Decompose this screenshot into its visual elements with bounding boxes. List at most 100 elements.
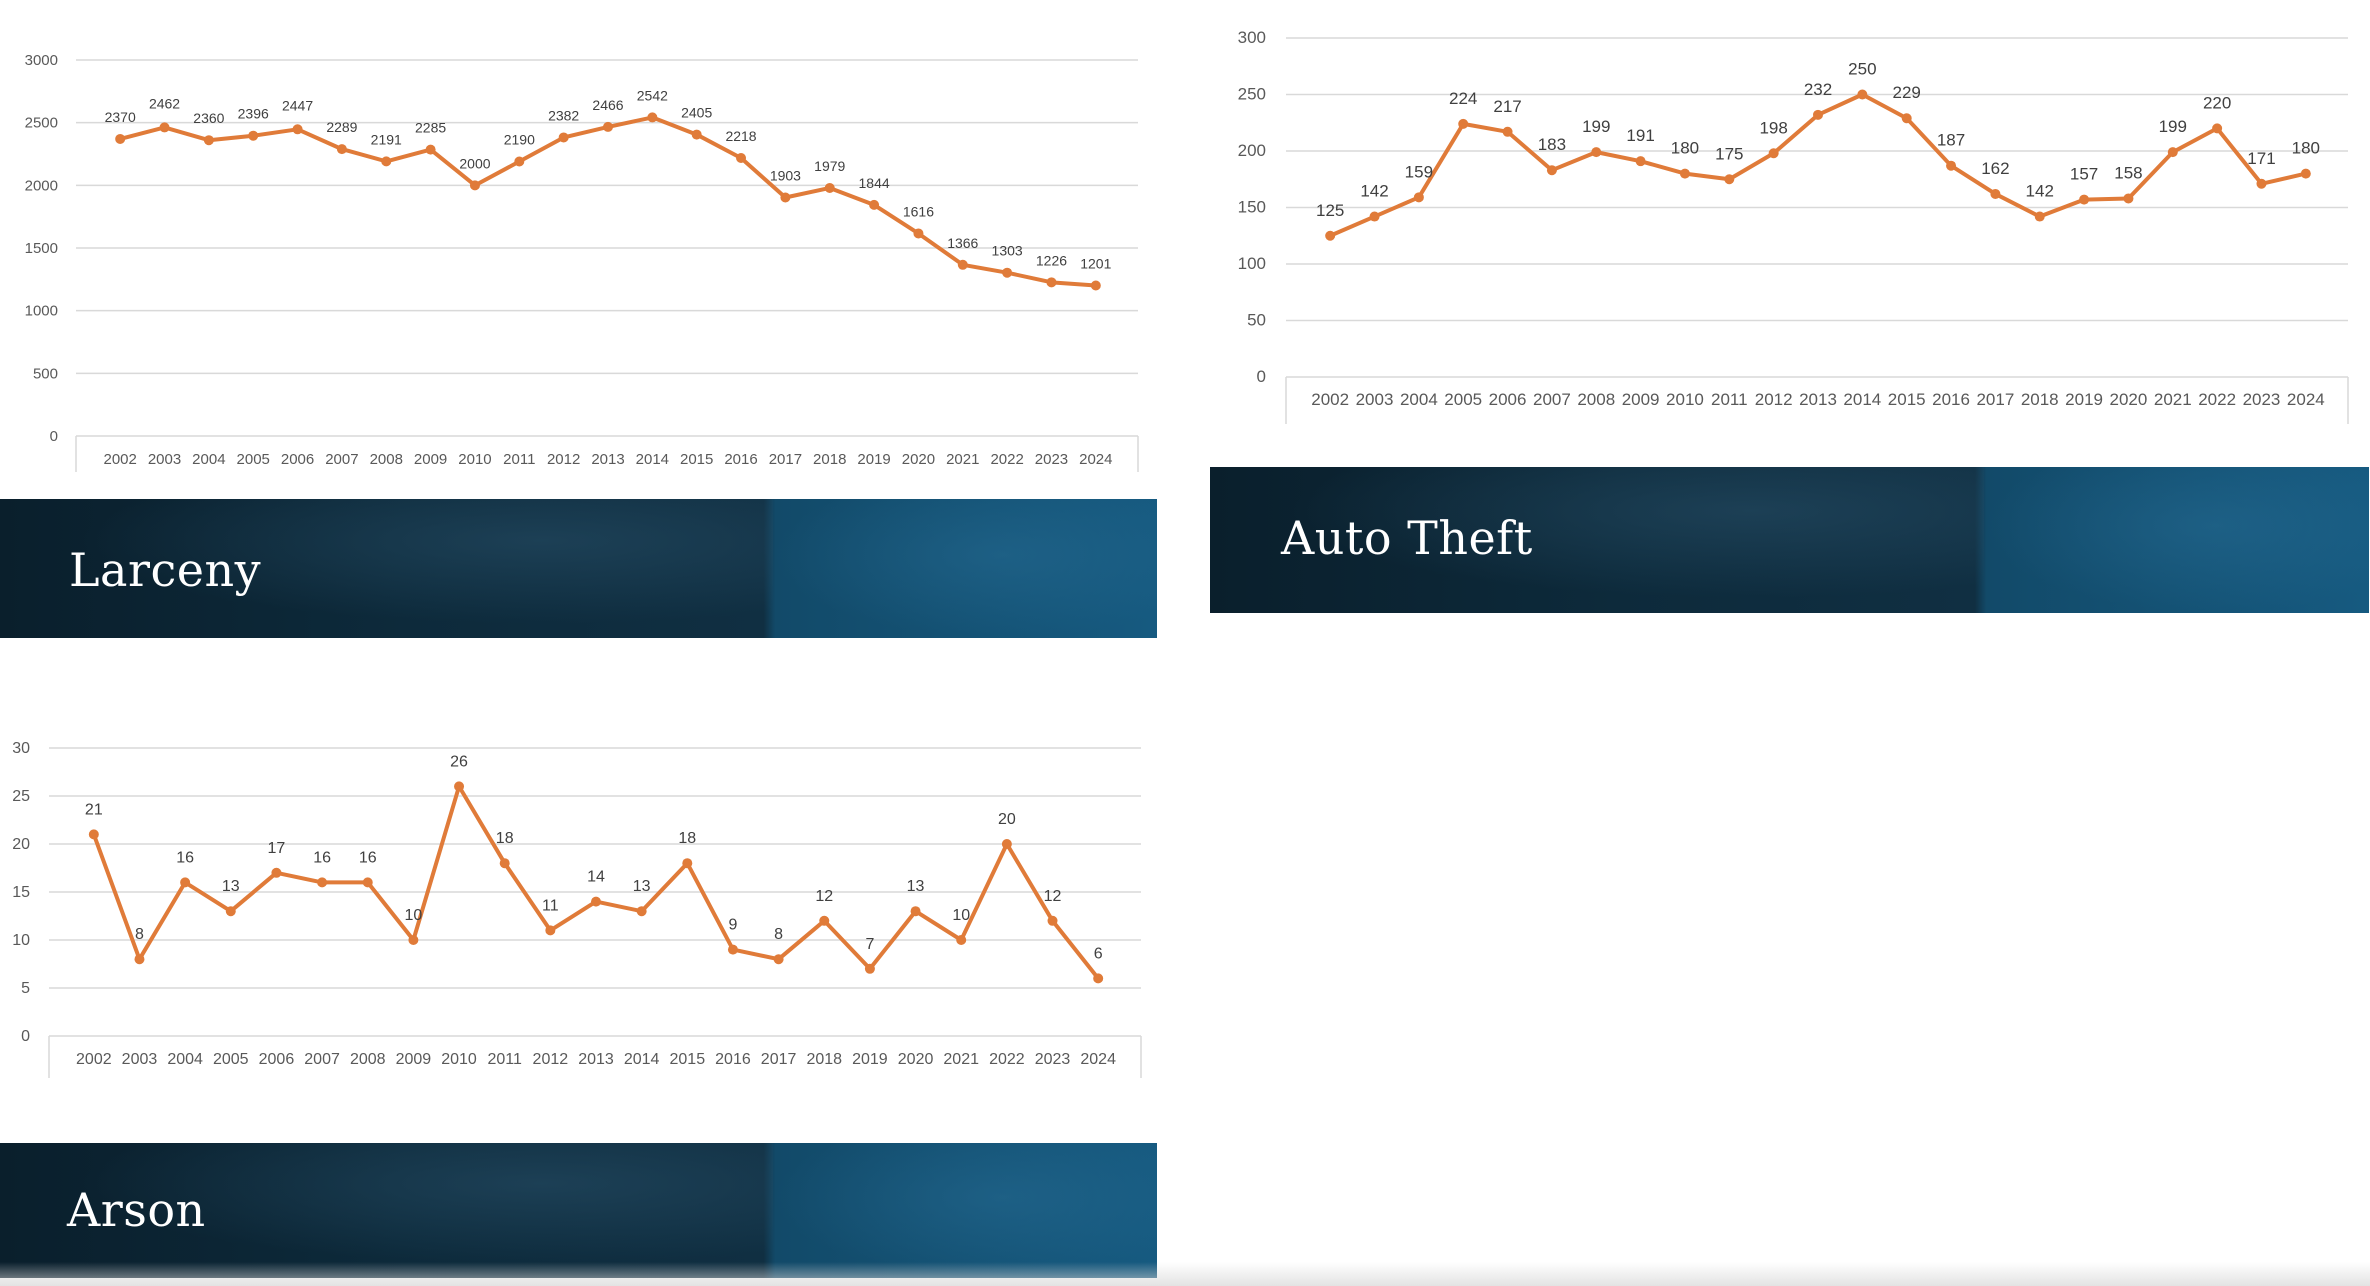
data-label: 20 [998, 811, 1016, 828]
x-tick-label: 2017 [1976, 390, 2014, 409]
data-point [454, 781, 465, 792]
data-point [558, 132, 569, 143]
x-tick-label: 2014 [1843, 390, 1881, 409]
data-point [499, 858, 510, 869]
data-point [1946, 160, 1957, 171]
data-label: 2462 [149, 95, 180, 111]
data-label: 2360 [193, 110, 224, 126]
data-point [869, 199, 880, 210]
x-tick-label: 2006 [1489, 390, 1527, 409]
data-label: 26 [450, 753, 468, 770]
x-tick-label: 2008 [350, 1051, 386, 1068]
data-point [1591, 147, 1602, 158]
data-label: 10 [952, 907, 970, 924]
y-tick-label: 25 [12, 788, 30, 805]
x-tick-label: 2007 [304, 1051, 340, 1068]
y-tick-label: 50 [1247, 311, 1266, 330]
data-point [317, 877, 328, 888]
data-point [1046, 277, 1057, 288]
x-tick-label: 2018 [813, 451, 846, 468]
data-label: 18 [678, 830, 696, 847]
auto-theft-chart: 0 50 100 150 200 250 300 2002 2003 2004 2005 2006 20… [1238, 28, 2349, 424]
x-tick-label: 2019 [2065, 390, 2103, 409]
x-tick-label: 2016 [715, 1051, 751, 1068]
data-label: 9 [729, 917, 738, 934]
x-tick-label: 2002 [76, 1051, 112, 1068]
y-tick-label: 5 [21, 980, 30, 997]
x-tick-label: 2011 [1711, 390, 1748, 409]
data-label: 16 [313, 849, 331, 866]
data-point [1546, 165, 1557, 176]
data-label: 6 [1094, 945, 1103, 962]
data-label: 2218 [725, 128, 756, 144]
x-tick-label: 2019 [857, 451, 890, 468]
series-line [119, 115, 1096, 288]
data-point [824, 182, 835, 193]
x-tick-label: 2003 [1356, 390, 1394, 409]
data-point [682, 858, 693, 869]
data-point [864, 963, 875, 974]
bottom-shadow [0, 1262, 2370, 1286]
y-tick-label: 0 [1257, 367, 1266, 386]
x-tick-label: 2006 [281, 451, 314, 468]
x-tick-label: 2021 [2154, 390, 2192, 409]
data-label: 1979 [814, 158, 845, 174]
x-tick-label: 2006 [259, 1051, 295, 1068]
x-tick-label: 2016 [1932, 390, 1970, 409]
y-tick-label: 250 [1238, 85, 1266, 104]
data-point [545, 925, 556, 936]
x-tick-label: 2024 [2287, 390, 2325, 409]
data-point [1768, 148, 1779, 159]
x-tick-label: 2004 [1400, 390, 1438, 409]
y-tick-label: 1500 [25, 240, 58, 257]
data-label: 232 [1804, 80, 1832, 99]
y-tick-label: 2000 [25, 177, 58, 194]
data-point [2079, 194, 2090, 205]
data-label: 7 [865, 936, 874, 953]
data-point [248, 130, 259, 141]
x-tick-label: 2009 [414, 451, 447, 468]
data-label: 2191 [371, 131, 402, 147]
data-point [591, 896, 601, 907]
data-point [636, 906, 647, 917]
data-point [1813, 109, 1823, 120]
y-tick-label: 200 [1238, 141, 1266, 160]
data-label: 18 [496, 830, 514, 847]
data-label: 250 [1848, 60, 1876, 79]
data-point [292, 124, 303, 135]
data-point [271, 867, 282, 878]
x-tick-label: 2009 [1622, 390, 1660, 409]
x-tick-label: 2023 [2243, 390, 2281, 409]
data-point [514, 156, 525, 167]
x-tick-label: 2014 [624, 1051, 660, 1068]
x-tick-label: 2024 [1079, 451, 1112, 468]
data-label: 199 [1582, 117, 1610, 136]
data-point [913, 228, 924, 239]
data-label: 1903 [770, 167, 801, 183]
x-tick-label: 2008 [370, 451, 403, 468]
x-tick-label: 2018 [806, 1051, 842, 1068]
x-tick-label: 2019 [852, 1051, 888, 1068]
x-tick-label: 2022 [2198, 390, 2236, 409]
y-tick-label: 15 [12, 884, 30, 901]
data-label: 8 [135, 926, 144, 943]
data-label: 2289 [326, 119, 357, 135]
data-label: 175 [1715, 144, 1743, 163]
x-tick-label: 2020 [2110, 390, 2148, 409]
data-point [1458, 118, 1469, 129]
data-point [1093, 973, 1104, 984]
x-tick-label: 2022 [990, 451, 1023, 468]
data-label: 159 [1405, 162, 1433, 181]
x-tick-label: 2007 [325, 451, 358, 468]
data-point [1502, 126, 1513, 137]
data-point [780, 192, 791, 203]
x-tick-label: 2013 [1799, 390, 1837, 409]
data-label: 2396 [238, 106, 269, 122]
x-tick-label: 2015 [1888, 390, 1926, 409]
x-tick-label: 2015 [680, 451, 713, 468]
data-point [910, 906, 921, 917]
larceny-banner: Larceny [0, 499, 1157, 638]
data-label: 191 [1626, 126, 1654, 145]
data-label: 2466 [592, 97, 623, 113]
x-tick-label: 2022 [989, 1051, 1025, 1068]
